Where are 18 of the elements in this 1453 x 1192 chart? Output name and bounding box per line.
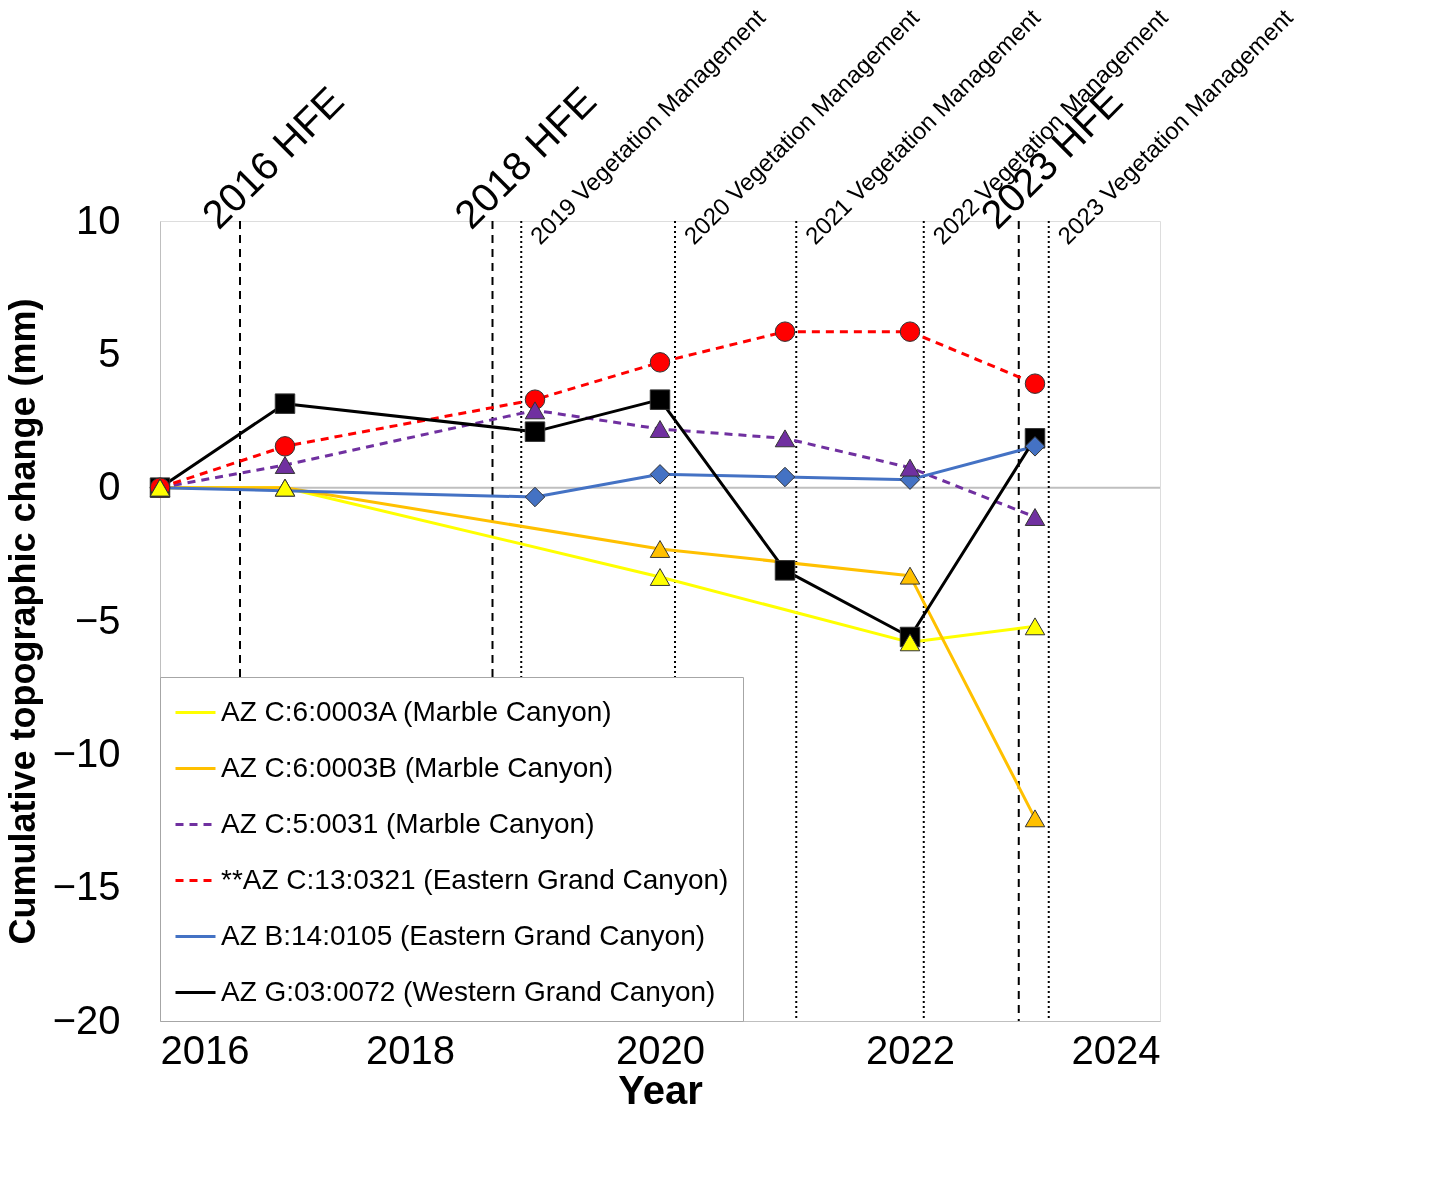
x-tick-label: 2016 <box>160 1027 250 1072</box>
y-tick-label: 10 <box>76 197 121 242</box>
y-tick-label: 5 <box>98 330 121 375</box>
y-tick-label: −20 <box>52 997 121 1042</box>
x-tick-label: 2022 <box>866 1027 955 1072</box>
legend-label: **AZ C:13:0321 (Eastern Grand Canyon) <box>221 863 729 895</box>
legend-label: AZ C:6:0003B (Marble Canyon) <box>221 751 614 783</box>
y-tick-label: −10 <box>52 730 121 775</box>
y-axis-title: Cumulative topographic change (mm) <box>1 298 43 945</box>
y-tick-label: −15 <box>52 864 121 909</box>
legend-label: AZ G:03:0072 (Western Grand Canyon) <box>221 975 716 1007</box>
x-tick-label: 2024 <box>1071 1027 1161 1072</box>
y-tick-label: 0 <box>98 464 121 509</box>
x-tick-label: 2018 <box>366 1027 455 1072</box>
legend-label: AZ C:6:0003A (Marble Canyon) <box>221 695 612 727</box>
legend-label: AZ B:14:0105 (Eastern Grand Canyon) <box>221 919 706 951</box>
legend-label: AZ C:5:0031 (Marble Canyon) <box>221 807 595 839</box>
y-tick-label: −5 <box>74 597 121 642</box>
